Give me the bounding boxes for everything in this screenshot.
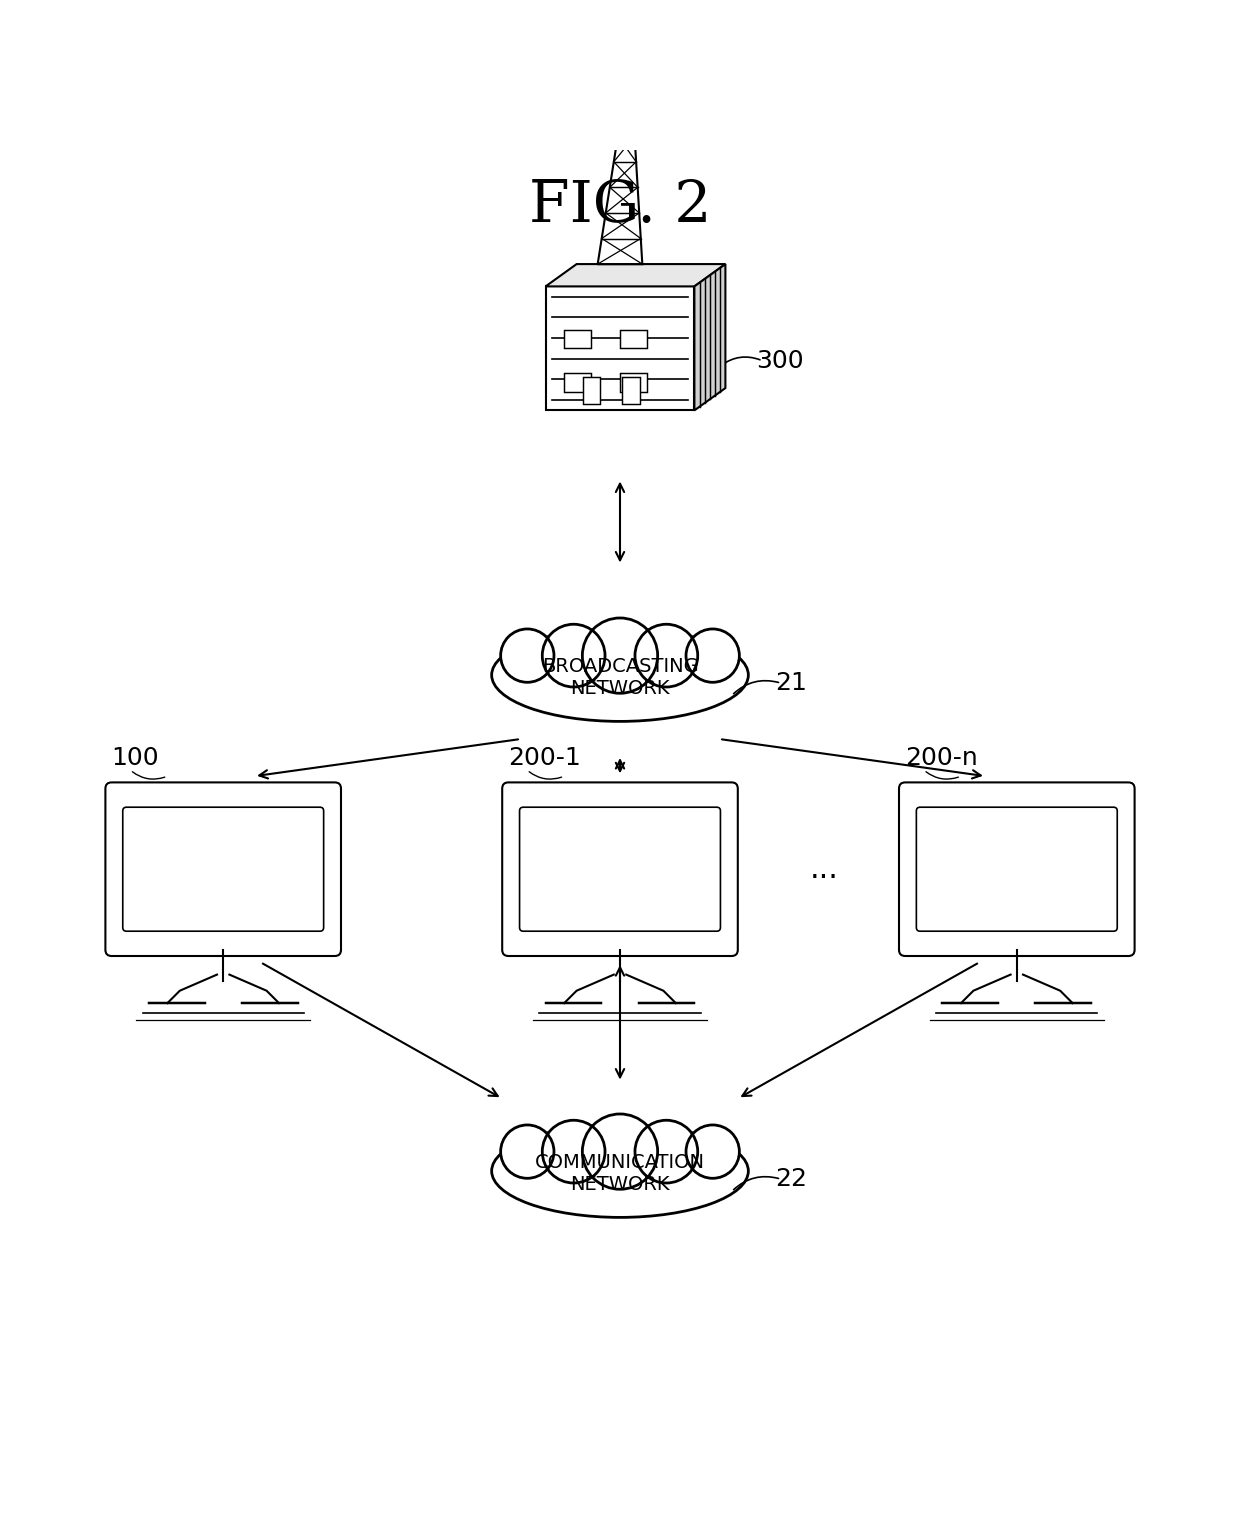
Text: 300: 300 xyxy=(756,348,804,373)
FancyBboxPatch shape xyxy=(123,807,324,932)
Ellipse shape xyxy=(491,628,749,721)
Polygon shape xyxy=(564,330,591,348)
Text: 21: 21 xyxy=(775,671,807,695)
Circle shape xyxy=(501,1124,554,1178)
FancyBboxPatch shape xyxy=(520,807,720,932)
FancyBboxPatch shape xyxy=(916,807,1117,932)
FancyBboxPatch shape xyxy=(899,782,1135,956)
Polygon shape xyxy=(546,286,694,410)
Polygon shape xyxy=(620,330,647,348)
Circle shape xyxy=(686,628,739,682)
Text: COMMUNICATION
NETWORK: COMMUNICATION NETWORK xyxy=(534,1153,706,1194)
FancyBboxPatch shape xyxy=(502,782,738,956)
Polygon shape xyxy=(620,373,647,391)
Ellipse shape xyxy=(491,1124,749,1218)
Polygon shape xyxy=(694,263,725,410)
FancyBboxPatch shape xyxy=(105,782,341,956)
Text: BROADCASTING
NETWORK: BROADCASTING NETWORK xyxy=(542,658,698,698)
Circle shape xyxy=(501,628,554,682)
Text: 200-1: 200-1 xyxy=(508,745,582,770)
Polygon shape xyxy=(546,263,725,286)
Text: FIG. 2: FIG. 2 xyxy=(528,177,712,234)
Text: 22: 22 xyxy=(775,1167,807,1192)
Circle shape xyxy=(635,1120,698,1183)
Polygon shape xyxy=(564,373,591,391)
Polygon shape xyxy=(583,377,600,403)
Text: ...: ... xyxy=(810,855,839,884)
Circle shape xyxy=(583,1113,657,1189)
Circle shape xyxy=(542,624,605,687)
Circle shape xyxy=(583,618,657,693)
Circle shape xyxy=(635,624,698,687)
Circle shape xyxy=(542,1120,605,1183)
Text: 100: 100 xyxy=(112,745,159,770)
Circle shape xyxy=(686,1124,739,1178)
Text: 200-n: 200-n xyxy=(905,745,978,770)
Polygon shape xyxy=(622,377,640,403)
